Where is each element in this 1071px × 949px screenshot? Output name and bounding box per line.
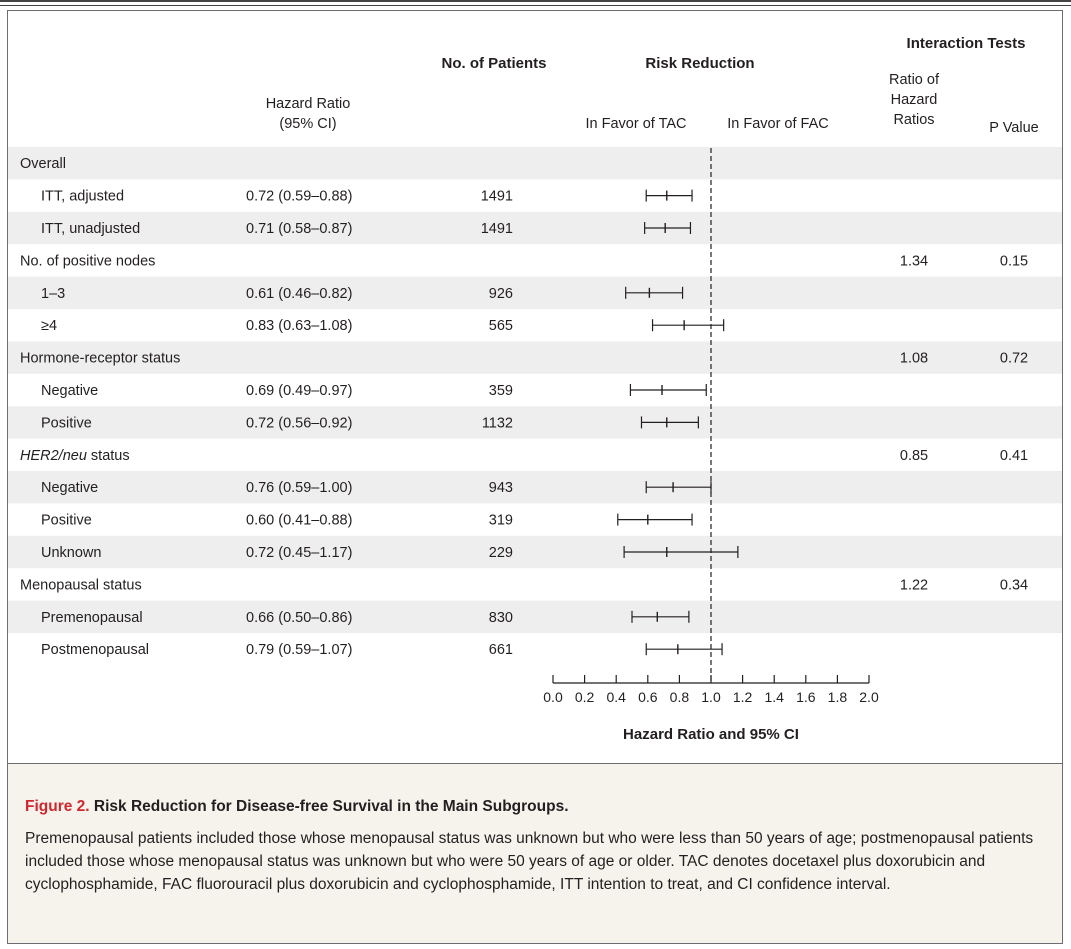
- row-label: HER2/neu status: [20, 448, 130, 464]
- x-tick-label: 1.2: [733, 689, 753, 705]
- p-value: 0.72: [1000, 351, 1028, 367]
- top-rule: [0, 0, 1071, 2]
- ratio-of-hazard-ratios: 1.08: [900, 351, 928, 367]
- x-tick-label: 0.2: [575, 689, 595, 705]
- hazard-ratio-value: 0.79 (0.59–1.07): [246, 642, 352, 658]
- caption-body: Premenopausal patients included those wh…: [25, 830, 1034, 893]
- header-hazard-ratio-line1: Hazard Ratio: [266, 96, 351, 112]
- row-label: Premenopausal: [41, 610, 143, 626]
- row-label: Positive: [41, 415, 92, 431]
- row-label: Positive: [41, 513, 92, 529]
- row-shade: [8, 341, 1062, 374]
- row-shade: [8, 406, 1062, 439]
- row-shade: [8, 211, 1062, 245]
- patient-count: 565: [489, 318, 513, 334]
- hazard-ratio-value: 0.71 (0.58–0.87): [246, 221, 352, 237]
- figure-number: Figure 2.: [25, 798, 90, 815]
- x-tick-label: 2.0: [859, 689, 879, 705]
- p-value: 0.34: [1000, 577, 1028, 593]
- row-label-italic: HER2/neu: [20, 448, 87, 464]
- hazard-ratio-value: 0.76 (0.59–1.00): [246, 480, 352, 496]
- row-shade: [8, 276, 1062, 309]
- header-favor-tac: In Favor of TAC: [586, 116, 687, 132]
- hazard-ratio-value: 0.61 (0.46–0.82): [246, 286, 352, 302]
- x-tick-label: 0.6: [638, 689, 658, 705]
- hazard-ratio-value: 0.72 (0.45–1.17): [246, 545, 352, 561]
- row-shade: [8, 535, 1062, 569]
- row-label: ITT, adjusted: [41, 189, 124, 205]
- row-shade: [8, 600, 1062, 633]
- figure-frame: Hazard Ratio (95% CI) No. of Patients Ri…: [7, 10, 1063, 944]
- header-risk-reduction: Risk Reduction: [645, 55, 754, 72]
- top-rule-thin: [0, 5, 1071, 6]
- row-label: ≥4: [41, 318, 57, 334]
- patient-count: 661: [489, 642, 513, 658]
- row-label: ITT, unadjusted: [41, 221, 140, 237]
- row-label: Negative: [41, 480, 98, 496]
- patient-count: 1491: [481, 221, 513, 237]
- row-label: No. of positive nodes: [20, 253, 155, 269]
- ratio-of-hazard-ratios: 1.34: [900, 253, 928, 269]
- patient-count: 943: [489, 480, 513, 496]
- row-label: Postmenopausal: [41, 642, 149, 658]
- hazard-ratio-value: 0.72 (0.56–0.92): [246, 415, 352, 431]
- row-label: Negative: [41, 383, 98, 399]
- patient-count: 1132: [482, 415, 513, 431]
- row-label: Hormone-receptor status: [20, 351, 180, 367]
- x-tick-label: 0.4: [606, 689, 626, 705]
- row-shade: [8, 471, 1062, 504]
- patient-count: 926: [489, 286, 513, 302]
- patient-count: 229: [489, 545, 513, 561]
- row-shading: [8, 147, 1062, 633]
- header-favor-fac: In Favor of FAC: [727, 116, 829, 132]
- hazard-ratio-value: 0.72 (0.59–0.88): [246, 189, 352, 205]
- patient-count: 319: [489, 513, 513, 529]
- hazard-ratio-value: 0.60 (0.41–0.88): [246, 513, 352, 529]
- figure-caption: Figure 2. Risk Reduction for Disease-fre…: [8, 764, 1062, 943]
- x-axis-label: Hazard Ratio and 95% CI: [623, 726, 799, 743]
- table-rows: Overall ITT, adjusted 0.72 (0.59–0.88) 1491…: [20, 156, 1028, 658]
- x-tick-label: 0.0: [543, 689, 563, 705]
- patient-count: 830: [489, 610, 513, 626]
- x-tick-label: 1.4: [764, 689, 784, 705]
- patient-count: 359: [489, 383, 513, 399]
- hazard-ratio-value: 0.83 (0.63–1.08): [246, 318, 352, 334]
- caption-title: Figure 2. Risk Reduction for Disease-fre…: [25, 797, 1048, 817]
- row-label: 1–3: [41, 286, 65, 302]
- caption-divider: [8, 763, 1062, 764]
- header-no-patients: No. of Patients: [441, 55, 546, 72]
- caption-title-text: Risk Reduction for Disease-free Survival…: [93, 798, 569, 815]
- header-p-value: P Value: [989, 120, 1038, 136]
- p-value: 0.15: [1000, 253, 1028, 269]
- forest-plot: Hazard Ratio (95% CI) No. of Patients Ri…: [8, 35, 1062, 743]
- header-hazard-ratio-line2: (95% CI): [279, 116, 336, 132]
- ratio-of-hazard-ratios: 1.22: [900, 577, 928, 593]
- x-tick-label: 1.6: [796, 689, 816, 705]
- header-interaction-tests: Interaction Tests: [907, 35, 1026, 52]
- header-ratio-line2: Hazard: [891, 92, 938, 108]
- plot-area: 0.0 0.2 0.4 0.6 0.8 1.0 1.2 1.4 1.6 1.8 2.0: [543, 148, 879, 705]
- table-header: Hazard Ratio (95% CI) No. of Patients Ri…: [266, 35, 1039, 136]
- hazard-ratio-value: 0.66 (0.50–0.86): [246, 610, 352, 626]
- row-label-rest: status: [87, 448, 130, 464]
- header-ratio-line1: Ratio of: [889, 72, 940, 88]
- patient-count: 1491: [481, 189, 513, 205]
- x-tick-label: 1.8: [828, 689, 848, 705]
- x-tick-label: 0.8: [670, 689, 690, 705]
- x-tick-label: 1.0: [701, 689, 721, 705]
- row-label: Unknown: [41, 545, 101, 561]
- ratio-of-hazard-ratios: 0.85: [900, 448, 928, 464]
- row-shade: [8, 147, 1062, 180]
- row-label: Menopausal status: [20, 577, 142, 593]
- header-ratio-line3: Ratios: [893, 112, 934, 128]
- row-label: Overall: [20, 156, 66, 172]
- hazard-ratio-value: 0.69 (0.49–0.97): [246, 383, 352, 399]
- p-value: 0.41: [1000, 448, 1028, 464]
